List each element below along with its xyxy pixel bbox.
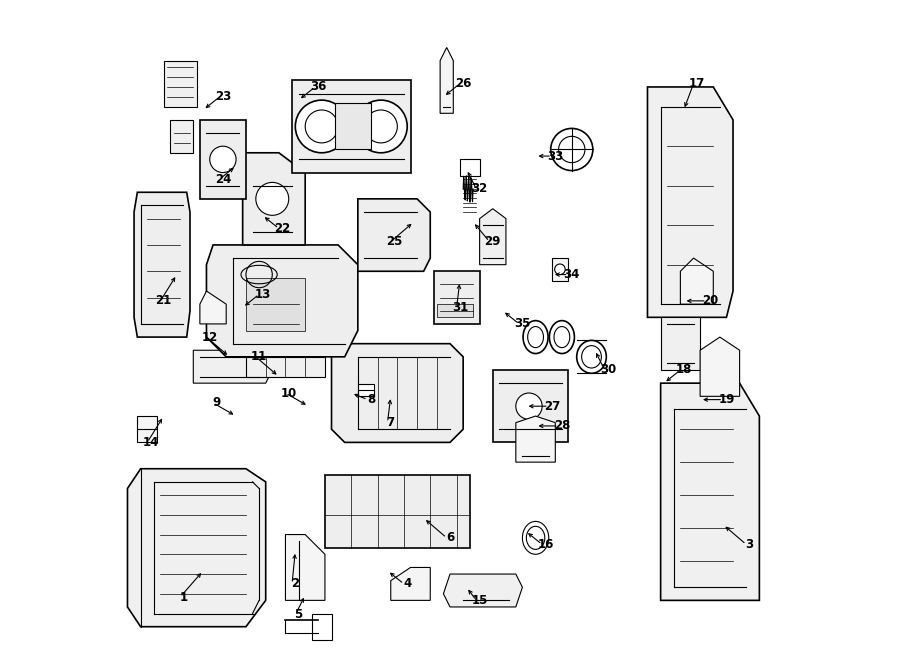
Polygon shape xyxy=(460,159,480,176)
Polygon shape xyxy=(358,199,430,271)
Text: 9: 9 xyxy=(212,397,220,409)
Text: 5: 5 xyxy=(294,608,302,621)
Polygon shape xyxy=(493,370,569,442)
Circle shape xyxy=(256,182,289,215)
Circle shape xyxy=(295,100,348,153)
Text: 21: 21 xyxy=(156,294,172,307)
Polygon shape xyxy=(170,120,194,153)
Text: 15: 15 xyxy=(472,594,488,607)
Polygon shape xyxy=(325,475,470,548)
Polygon shape xyxy=(647,87,733,317)
Polygon shape xyxy=(194,350,273,383)
Text: 24: 24 xyxy=(215,173,231,186)
Polygon shape xyxy=(164,61,196,106)
Text: 12: 12 xyxy=(202,330,218,344)
Text: 20: 20 xyxy=(702,294,718,307)
Polygon shape xyxy=(700,337,740,397)
Circle shape xyxy=(355,100,407,153)
Text: 4: 4 xyxy=(403,578,411,590)
Text: 14: 14 xyxy=(142,436,158,449)
Circle shape xyxy=(210,146,236,173)
Polygon shape xyxy=(200,120,246,199)
Text: 23: 23 xyxy=(215,91,231,103)
Polygon shape xyxy=(480,209,506,264)
Polygon shape xyxy=(680,258,714,304)
Text: 2: 2 xyxy=(292,578,300,590)
Circle shape xyxy=(551,128,593,171)
Text: 6: 6 xyxy=(446,531,454,545)
Polygon shape xyxy=(246,357,325,377)
Polygon shape xyxy=(434,271,480,324)
Circle shape xyxy=(559,136,585,163)
Text: 10: 10 xyxy=(281,387,297,399)
Circle shape xyxy=(554,264,565,274)
Text: 3: 3 xyxy=(745,538,753,551)
Text: 28: 28 xyxy=(554,420,570,432)
Polygon shape xyxy=(128,469,266,627)
Polygon shape xyxy=(311,613,331,640)
Text: 18: 18 xyxy=(676,364,692,377)
Polygon shape xyxy=(206,245,358,357)
Text: 31: 31 xyxy=(452,301,468,314)
Text: 30: 30 xyxy=(599,364,616,377)
Polygon shape xyxy=(436,304,473,317)
Polygon shape xyxy=(285,535,325,600)
Text: 22: 22 xyxy=(274,222,291,235)
Text: 17: 17 xyxy=(688,77,705,90)
Text: 11: 11 xyxy=(251,350,267,364)
Polygon shape xyxy=(440,48,454,113)
Polygon shape xyxy=(358,385,374,397)
Circle shape xyxy=(364,110,397,143)
Text: 7: 7 xyxy=(387,416,395,429)
Text: 29: 29 xyxy=(484,235,501,248)
Text: 26: 26 xyxy=(455,77,472,90)
Polygon shape xyxy=(134,192,190,337)
Polygon shape xyxy=(331,344,464,442)
Polygon shape xyxy=(552,258,569,281)
Polygon shape xyxy=(661,383,760,600)
Text: 25: 25 xyxy=(386,235,402,248)
Polygon shape xyxy=(444,574,522,607)
Polygon shape xyxy=(246,278,305,330)
Circle shape xyxy=(305,110,338,143)
Text: 35: 35 xyxy=(514,317,531,330)
Polygon shape xyxy=(661,317,700,370)
Polygon shape xyxy=(335,103,371,149)
Text: 8: 8 xyxy=(367,393,375,406)
Text: 36: 36 xyxy=(310,81,327,93)
Text: 16: 16 xyxy=(537,538,554,551)
Text: 32: 32 xyxy=(472,182,488,196)
Polygon shape xyxy=(292,81,410,173)
Text: 27: 27 xyxy=(544,400,560,412)
Text: 1: 1 xyxy=(179,590,187,603)
Polygon shape xyxy=(516,416,555,462)
Text: 13: 13 xyxy=(255,288,271,301)
Polygon shape xyxy=(243,153,305,245)
Polygon shape xyxy=(391,567,430,600)
Text: 34: 34 xyxy=(563,268,580,281)
Text: 19: 19 xyxy=(718,393,734,406)
Polygon shape xyxy=(200,291,226,324)
Text: 33: 33 xyxy=(547,149,563,163)
Circle shape xyxy=(516,393,542,419)
Polygon shape xyxy=(138,416,157,442)
